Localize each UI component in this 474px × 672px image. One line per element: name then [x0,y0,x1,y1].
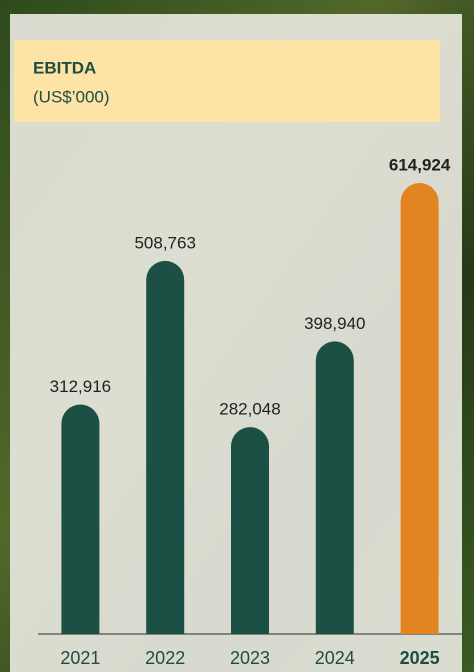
chart-title: EBITDA [33,58,96,77]
value-label: 282,048 [219,400,280,419]
x-tick-label: 2025 [400,648,440,668]
title-box [14,40,440,122]
value-label: 614,924 [389,155,451,174]
value-label: 398,940 [304,314,365,333]
x-tick-label: 2021 [60,648,100,668]
chart-subtitle: (US$’000) [33,87,110,106]
bar [316,341,354,634]
x-tick-label: 2022 [145,648,185,668]
bar [231,427,269,634]
value-label: 508,763 [134,233,195,252]
chart: EBITDA (US$’000) 312,916 2021 508,763 2022 2… [0,0,474,672]
bar [401,183,439,634]
value-label: 312,916 [50,377,111,396]
bar [146,261,184,634]
page: EBITDA (US$’000) 312,916 2021 508,763 2022 2… [0,0,474,672]
x-tick-label: 2023 [230,648,270,668]
bar [61,404,99,634]
x-tick-label: 2024 [315,648,355,668]
